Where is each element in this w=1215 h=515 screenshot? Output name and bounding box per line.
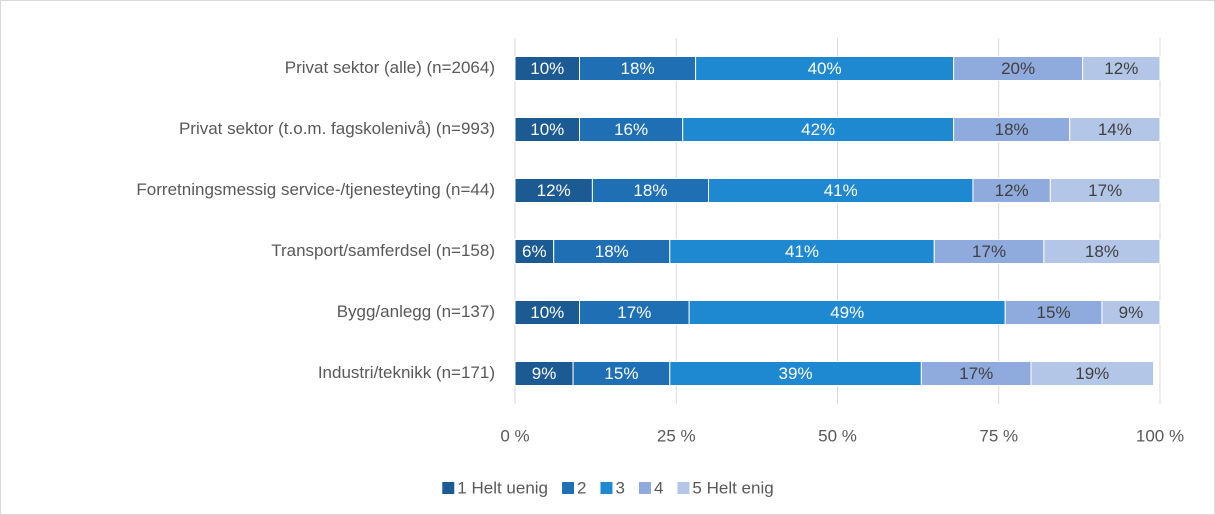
bar-segment: [682, 117, 955, 142]
category-label: Bygg/anlegg (n=137): [337, 302, 495, 321]
legend-label: 1 Helt uenig: [457, 478, 548, 497]
data-label: 19%: [1075, 364, 1109, 383]
data-label: 39%: [779, 364, 813, 383]
legend-label: 2: [577, 478, 586, 497]
bar-segment: [933, 239, 1045, 264]
data-label: 49%: [830, 303, 864, 322]
legend-swatch: [638, 482, 651, 494]
bar-segment: [920, 361, 1032, 386]
category-label: Transport/samferdsel (n=158): [271, 241, 495, 260]
data-label: 17%: [972, 242, 1006, 261]
bar-segment: [1043, 239, 1161, 264]
bar-segment: [579, 300, 690, 325]
category-label: Privat sektor (t.o.m. fagskolenivå) (n=9…: [179, 119, 495, 138]
bar-segment: [669, 361, 922, 386]
data-label: 15%: [1037, 303, 1071, 322]
data-label: 18%: [995, 120, 1029, 139]
data-label: 41%: [824, 181, 858, 200]
legend-swatch: [677, 482, 690, 494]
bar-segment: [669, 239, 935, 264]
data-label: 10%: [530, 303, 564, 322]
bar-segment: [1004, 300, 1103, 325]
data-label: 18%: [633, 181, 667, 200]
data-label: 15%: [604, 364, 638, 383]
data-label: 17%: [1088, 181, 1122, 200]
bar-segment: [1082, 56, 1161, 81]
bar-segment: [591, 178, 710, 203]
data-label: 17%: [617, 303, 651, 322]
bar-segment: [514, 300, 580, 325]
category-label: Industri/teknikk (n=171): [318, 363, 495, 382]
legend-label: 3: [615, 478, 624, 497]
bar-segment: [514, 117, 580, 142]
data-label: 9%: [532, 364, 557, 383]
bar-segment: [1101, 300, 1161, 325]
category-label: Forretningsmessig service-/tjenesteyting…: [136, 180, 495, 199]
data-label: 18%: [1085, 242, 1119, 261]
x-tick-label: 50 %: [818, 426, 857, 445]
data-label: 16%: [614, 120, 648, 139]
x-tick-label: 0 %: [500, 426, 529, 445]
bar-segment: [972, 178, 1051, 203]
data-label: 17%: [959, 364, 993, 383]
data-label: 6%: [522, 242, 547, 261]
bar-segment: [688, 300, 1006, 325]
data-label: 40%: [808, 59, 842, 78]
legend-swatch: [442, 482, 455, 494]
data-label: 18%: [595, 242, 629, 261]
bar-segment: [1030, 361, 1155, 386]
bar-segment: [553, 239, 671, 264]
data-label: 9%: [1119, 303, 1144, 322]
bar-segment: [1069, 117, 1161, 142]
data-label: 42%: [801, 120, 835, 139]
bar-segment: [579, 56, 697, 81]
bar-segment: [1049, 178, 1161, 203]
x-tick-label: 100 %: [1136, 426, 1184, 445]
data-label: 20%: [1001, 59, 1035, 78]
legend-label: 5 Helt enig: [692, 478, 773, 497]
legend-swatch: [600, 482, 613, 494]
x-tick-label: 75 %: [979, 426, 1018, 445]
data-label: 12%: [537, 181, 571, 200]
bar-segment: [953, 56, 1084, 81]
category-label: Privat sektor (alle) (n=2064): [285, 58, 495, 77]
legend-label: 4: [654, 478, 663, 497]
data-label: 10%: [530, 120, 564, 139]
legend-swatch: [562, 482, 575, 494]
data-label: 14%: [1098, 120, 1132, 139]
legend: 1 Helt uenig 2 3 4 5 Helt enig: [442, 478, 774, 497]
data-label: 12%: [995, 181, 1029, 200]
data-label: 18%: [621, 59, 655, 78]
data-label: 41%: [785, 242, 819, 261]
data-label: 12%: [1104, 59, 1138, 78]
x-tick-label: 25 %: [657, 426, 696, 445]
bar-segment: [572, 361, 671, 386]
data-label: 10%: [530, 59, 564, 78]
